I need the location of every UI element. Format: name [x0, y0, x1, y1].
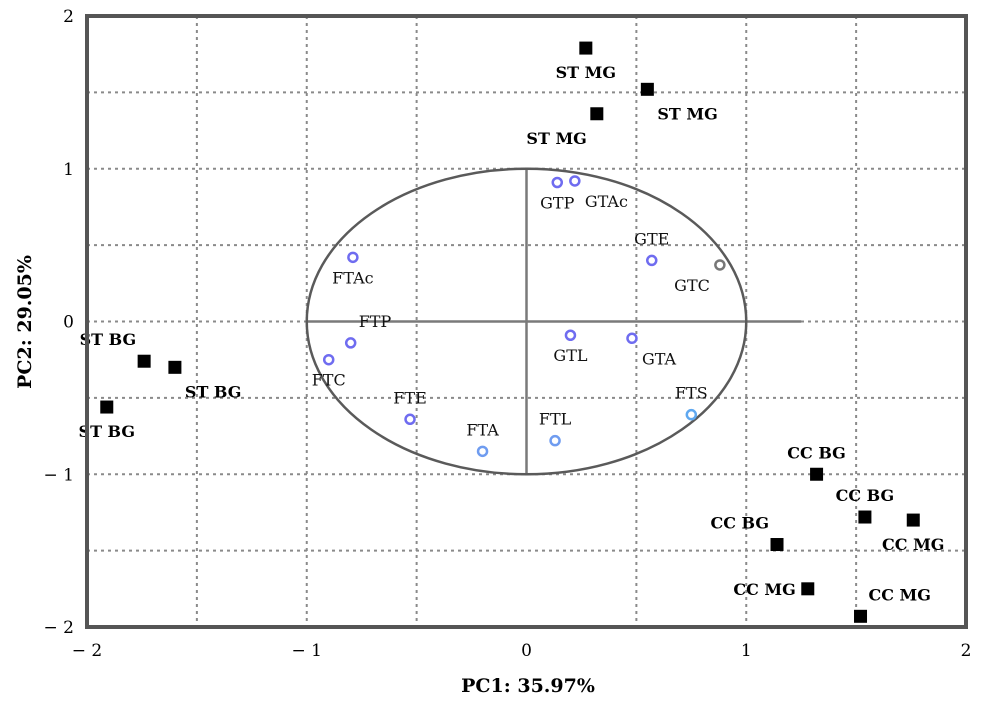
plot-frame [85, 14, 968, 629]
variable-label: GTE [634, 229, 669, 248]
variable-marker [685, 408, 698, 421]
sample-marker [590, 107, 604, 121]
variable-points: GTP GTAc GTE GTC FTAc FTP FTC GTL GTA FTE FTA FTL FT… [312, 175, 726, 458]
x-tick-label: 2 [961, 641, 972, 661]
variable-label: FTS [675, 384, 708, 403]
x-tick-label: 0 [521, 641, 532, 661]
sample-label: CC BG [787, 443, 846, 462]
variable-label: GTC [674, 276, 710, 295]
variable-label: FTA [466, 420, 499, 439]
variable-label: GTL [553, 346, 587, 365]
y-tick-label: 0 [63, 313, 74, 333]
sample-marker [801, 582, 815, 596]
variable-marker [322, 353, 335, 366]
variable-marker [551, 176, 564, 189]
sample-label: CC BG [710, 514, 769, 533]
sample-marker [906, 513, 920, 527]
variable-label: GTP [540, 193, 574, 212]
sample-label: CC MG [733, 580, 795, 599]
y-tick-label: − 2 [44, 618, 74, 638]
sample-label: ST MG [556, 63, 616, 82]
axis-ticks: − 2 − 1 0 1 2 2 1 0 − 1 − 2 [44, 7, 972, 661]
x-tick-label: − 2 [72, 641, 102, 661]
variable-label: FTE [393, 388, 426, 407]
sample-marker [640, 82, 654, 96]
sample-label: ST MG [526, 129, 586, 148]
x-tick-label: 1 [741, 641, 752, 661]
y-tick-label: − 1 [44, 465, 74, 485]
variable-marker [347, 251, 359, 264]
variable-label: FTP [359, 312, 392, 331]
variable-marker [344, 337, 357, 349]
sample-marker [858, 510, 872, 524]
y-tick-label: 1 [63, 160, 74, 180]
y-tick-label: 2 [63, 7, 74, 27]
variable-marker [646, 254, 658, 267]
sample-label: CC MG [869, 585, 931, 604]
variable-marker [404, 413, 416, 426]
sample-label: ST BG [79, 422, 136, 441]
x-axis-title: PC1: 35.97% [461, 675, 595, 697]
sample-points: ST MG ST MG ST MG ST BG ST BG ST BG CC BG CC BG… [79, 41, 944, 623]
sample-label: ST BG [80, 330, 137, 349]
variable-marker [564, 329, 577, 341]
sample-label: ST MG [657, 104, 717, 123]
variable-label: FTC [312, 371, 346, 390]
variable-marker [476, 445, 489, 458]
variable-label: FTL [539, 410, 572, 429]
sample-marker [810, 467, 824, 481]
variable-label: GTAc [585, 192, 628, 211]
y-axis-title: PC2: 29.05% [14, 255, 36, 389]
sample-marker [100, 400, 114, 414]
variable-marker [549, 434, 561, 447]
sample-marker [854, 609, 868, 623]
variable-marker [569, 175, 581, 187]
sample-label: CC MG [882, 535, 944, 554]
sample-label: CC BG [836, 486, 895, 505]
sample-marker [168, 360, 182, 374]
variable-label: FTAc [332, 268, 373, 287]
correlation-circle-group [305, 167, 802, 476]
correlation-circle [305, 167, 748, 476]
x-tick-label: − 1 [292, 641, 322, 661]
sample-marker [770, 538, 784, 552]
sample-label: ST BG [185, 382, 242, 401]
variable-label: GTA [642, 349, 677, 368]
variable-marker [714, 259, 726, 271]
sample-marker [579, 41, 593, 55]
variable-marker [626, 332, 638, 345]
sample-marker [137, 354, 151, 368]
